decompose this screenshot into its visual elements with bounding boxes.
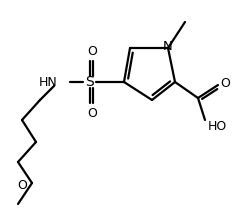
Text: N: N xyxy=(163,39,173,52)
Text: HO: HO xyxy=(208,119,227,133)
Text: HN: HN xyxy=(39,75,58,88)
Text: O: O xyxy=(87,45,97,58)
Text: O: O xyxy=(87,106,97,119)
Text: O: O xyxy=(220,77,230,90)
Text: S: S xyxy=(86,75,94,89)
Text: O: O xyxy=(17,179,27,192)
